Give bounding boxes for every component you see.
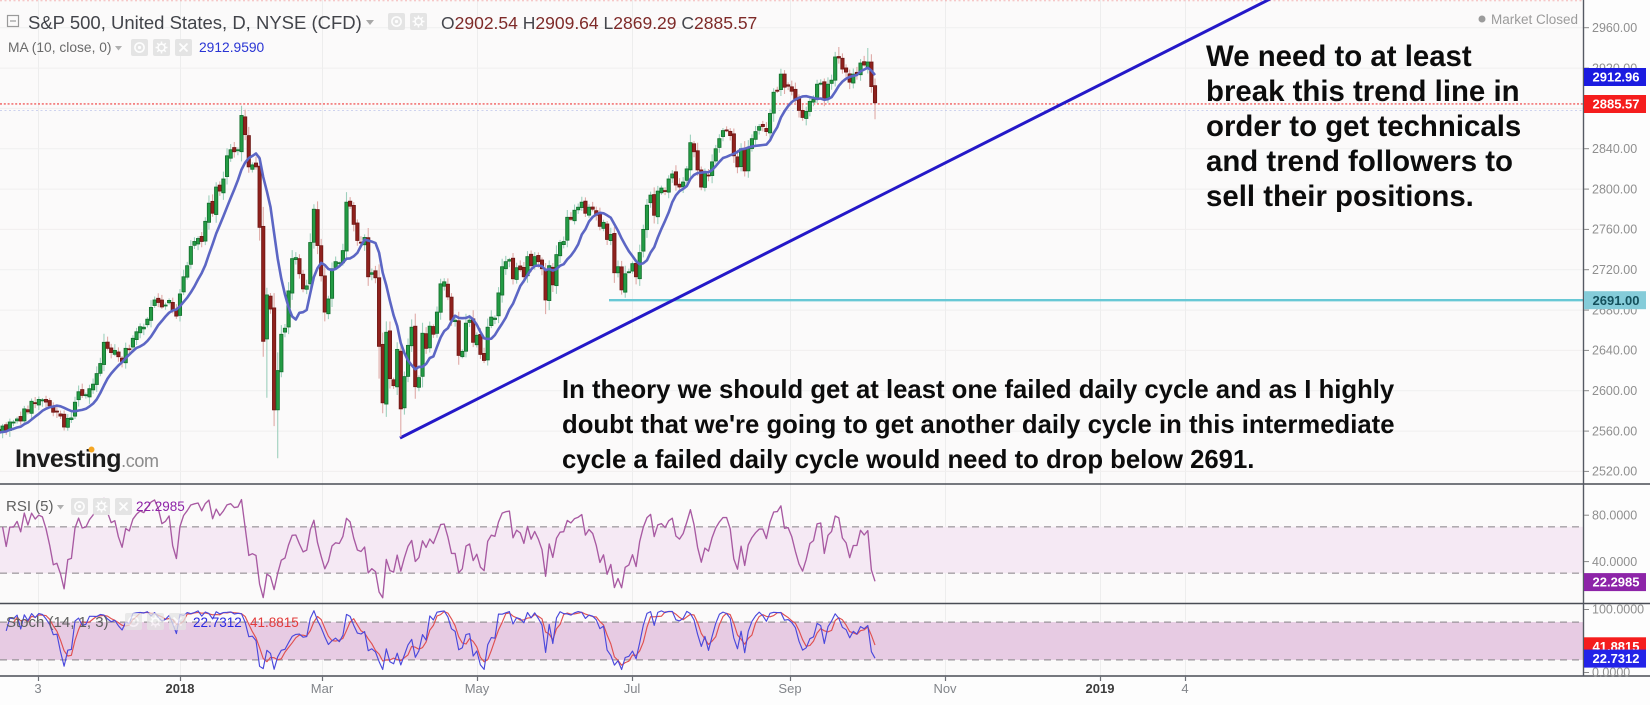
svg-text:2018: 2018	[166, 681, 195, 696]
svg-text:Stoch (14, 1, 3): Stoch (14, 1, 3)	[6, 614, 109, 631]
svg-text:sell their positions.: sell their positions.	[1206, 180, 1474, 213]
svg-text:2885.57: 2885.57	[1593, 97, 1640, 112]
svg-text:2800.00: 2800.00	[1592, 182, 1637, 196]
svg-text:order to get technicals: order to get technicals	[1206, 110, 1521, 143]
svg-text:40.0000: 40.0000	[1592, 555, 1637, 569]
svg-text:22.2985: 22.2985	[1593, 575, 1640, 590]
svg-text:Nov: Nov	[933, 681, 957, 696]
svg-text:Sep: Sep	[778, 681, 801, 696]
svg-text:doubt that we're going to get: doubt that we're going to get another da…	[562, 411, 1395, 439]
svg-text:0.0000: 0.0000	[1592, 666, 1630, 680]
svg-text:3: 3	[34, 681, 41, 696]
svg-text:22.7312: 22.7312	[193, 615, 242, 630]
svg-text:100.0000: 100.0000	[1592, 603, 1644, 617]
svg-text:4: 4	[1181, 681, 1188, 696]
svg-text:2560.00: 2560.00	[1592, 424, 1637, 438]
svg-text:2760.00: 2760.00	[1592, 223, 1637, 237]
svg-text:2720.00: 2720.00	[1592, 263, 1637, 277]
svg-text:S&P 500, United States, D, NYS: S&P 500, United States, D, NYSE (CFD)	[28, 12, 362, 33]
svg-text:break this trend line in: break this trend line in	[1206, 75, 1520, 108]
svg-text:2640.00: 2640.00	[1592, 344, 1637, 358]
svg-text:22.2985: 22.2985	[136, 499, 185, 514]
svg-text:2600.00: 2600.00	[1592, 384, 1637, 398]
svg-text:2019: 2019	[1086, 681, 1115, 696]
svg-text:2520.00: 2520.00	[1592, 465, 1637, 479]
svg-text:Market Closed: Market Closed	[1491, 12, 1578, 27]
svg-text:2960.00: 2960.00	[1592, 21, 1637, 35]
svg-text:2912.9590: 2912.9590	[199, 40, 265, 55]
svg-text:2691.00: 2691.00	[1593, 293, 1640, 308]
svg-text:Mar: Mar	[311, 681, 334, 696]
svg-text:MA (10, close, 0): MA (10, close, 0)	[8, 40, 112, 55]
svg-text:RSI (5): RSI (5)	[6, 498, 54, 515]
svg-text:In theory we should get at lea: In theory we should get at least one fai…	[562, 376, 1395, 404]
svg-text:41.8815: 41.8815	[250, 615, 299, 630]
svg-text:2912.96: 2912.96	[1593, 70, 1640, 85]
svg-text:22.7312: 22.7312	[1593, 651, 1640, 666]
svg-text:Jul: Jul	[624, 681, 641, 696]
svg-text:2840.00: 2840.00	[1592, 142, 1637, 156]
svg-text:and trend followers to: and trend followers to	[1206, 145, 1513, 178]
svg-text:We need to at least: We need to at least	[1206, 40, 1472, 73]
svg-text:cycle a failed daily cycle wou: cycle a failed daily cycle would need to…	[562, 446, 1254, 474]
svg-text:O2902.54 H2909.64 L2869.29: O2902.54 H2909.64 L2869.29 C2885.57	[441, 13, 757, 33]
svg-text:May: May	[465, 681, 490, 696]
svg-text:80.0000: 80.0000	[1592, 508, 1637, 522]
